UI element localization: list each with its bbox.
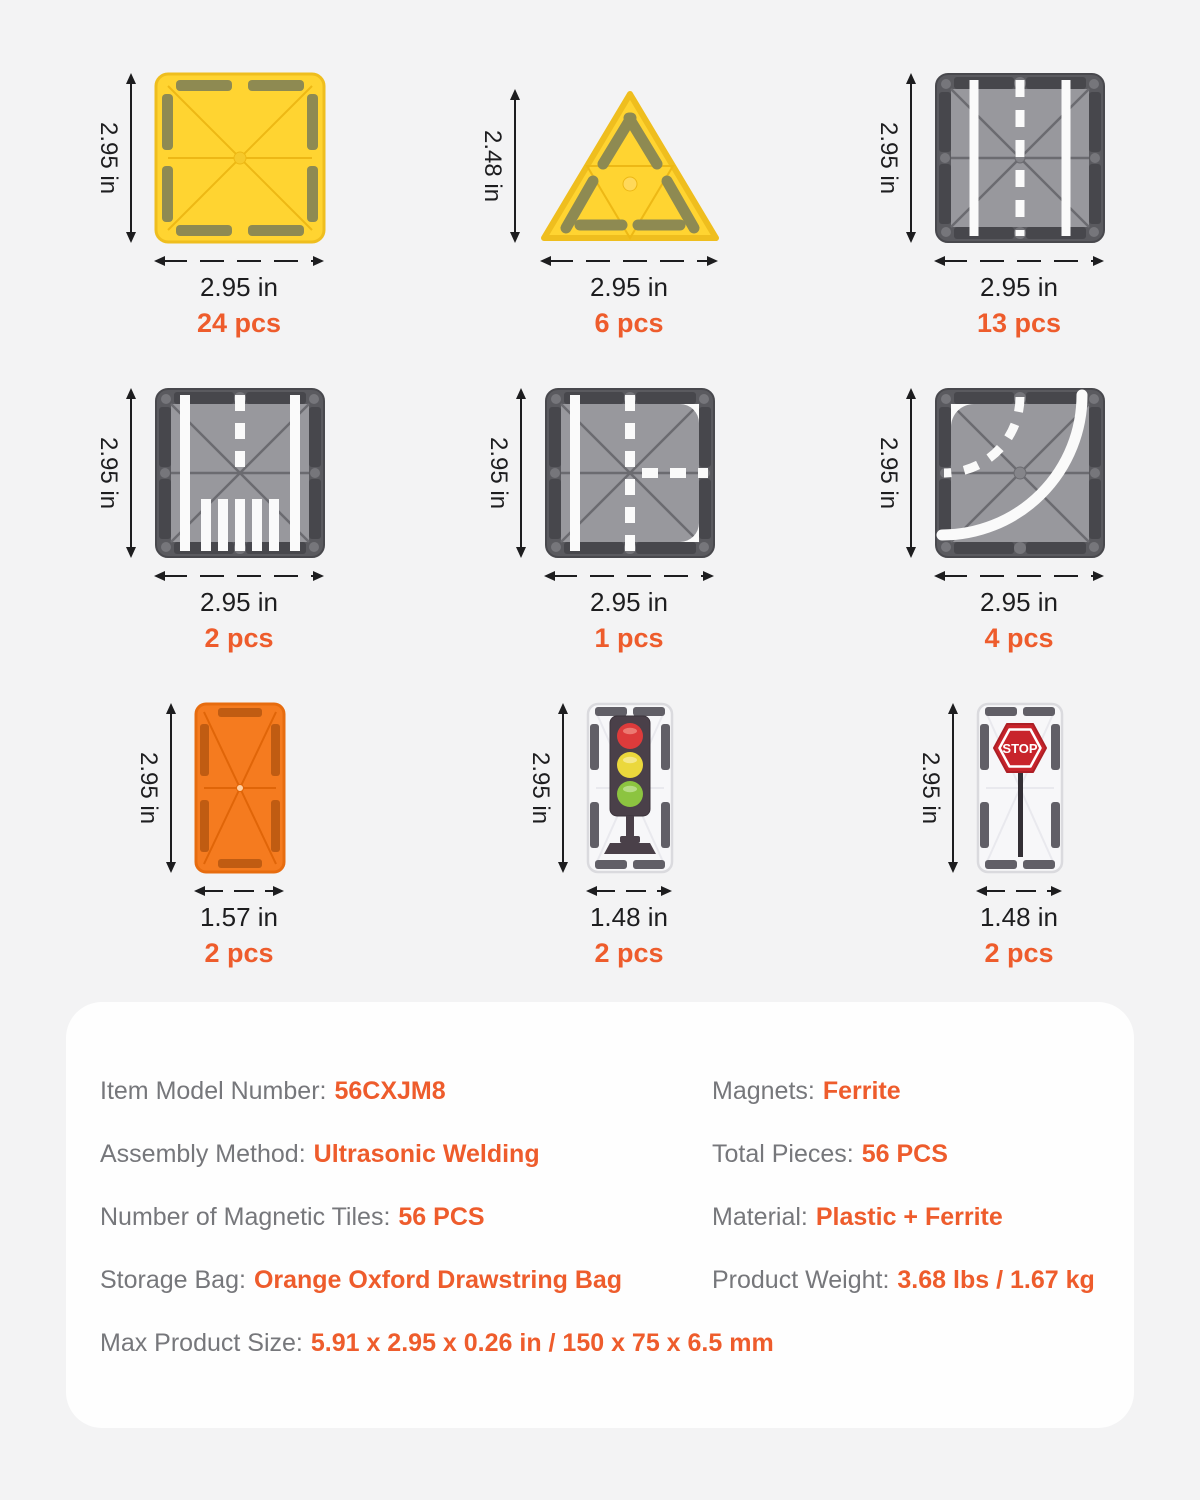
height-dimension-label: 2.95 in [95,436,122,510]
piece-cell-traffic-light: 2.95 in [405,702,795,1017]
stop-sign-tile-icon: STOP [976,702,1064,874]
height-dimension-label: 2.48 in [479,129,506,203]
specifications-panel: Item Model Number: 56CXJM8 Magnets: Ferr… [66,1002,1134,1428]
width-dimension-label: 1.57 in [199,902,279,932]
horizontal-dimension-arrow [586,886,672,896]
height-dimension-label: 2.95 in [875,436,902,510]
vertical-dimension-arrow [126,73,136,243]
road-curve-tile-icon [935,388,1105,558]
piece-cell-road-t-junction: 2.95 in [405,387,795,702]
piece-cell-orange-rectangle: 2.95 in [15,702,405,1017]
spec-product-weight: Product Weight: 3.68 lbs / 1.67 kg [712,1266,1095,1294]
piece-cell-stop-sign: 2.95 in [795,702,1185,1017]
specifications-grid: Item Model Number: 56CXJM8 Magnets: Ferr… [100,1060,1100,1375]
yellow-triangle-tile-icon [541,91,719,241]
stop-sign-text: STOP [1002,741,1037,756]
spec-number-of-magnetic-tiles: Number of Magnetic Tiles: 56 PCS [100,1203,485,1231]
piece-count-label: 2 pcs [984,938,1054,968]
horizontal-dimension-arrow [154,256,324,266]
road-crosswalk-tile-icon [155,388,325,558]
vertical-dimension-arrow [906,73,916,243]
horizontal-dimension-arrow [934,256,1104,266]
width-dimension-label: 2.95 in [589,272,669,302]
width-dimension-label: 2.95 in [199,587,279,617]
piece-count-label: 4 pcs [984,623,1054,653]
piece-cell-yellow-triangle: 2.48 in 2.95 [405,72,795,387]
road-straight-tile-icon [935,73,1105,243]
vertical-dimension-arrow [516,388,526,558]
piece-count-label: 2 pcs [204,938,274,968]
spec-material: Material: Plastic + Ferrite [712,1203,1003,1231]
piece-count-label: 13 pcs [976,308,1062,338]
piece-count-label: 2 pcs [204,623,274,653]
horizontal-dimension-arrow [934,571,1104,581]
horizontal-dimension-arrow [544,571,714,581]
piece-count-label: 24 pcs [196,308,282,338]
road-t-junction-tile-icon [545,388,715,558]
height-dimension-label: 2.95 in [485,436,512,510]
height-dimension-label: 2.95 in [527,751,554,825]
spec-magnets: Magnets: Ferrite [712,1077,901,1105]
width-dimension-label: 1.48 in [979,902,1059,932]
vertical-dimension-arrow [166,703,176,873]
horizontal-dimension-arrow [540,256,718,266]
vertical-dimension-arrow [510,89,520,243]
horizontal-dimension-arrow [154,571,324,581]
spec-item-model-number: Item Model Number: 56CXJM8 [100,1077,446,1105]
horizontal-dimension-arrow [976,886,1062,896]
height-dimension-label: 2.95 in [135,751,162,825]
spec-total-pieces: Total Pieces: 56 PCS [712,1140,948,1168]
yellow-square-tile-icon [154,72,326,244]
piece-cell-road-straight: 2.95 in [795,72,1185,387]
orange-rectangle-tile-icon [194,702,286,874]
piece-cell-road-curve: 2.95 in [795,387,1185,702]
piece-count-label: 1 pcs [594,623,664,653]
piece-cell-yellow-square: 2.95 in [15,72,405,387]
traffic-light-tile-icon [586,702,674,874]
width-dimension-label: 2.95 in [589,587,669,617]
product-pieces-grid: 2.95 in [15,72,1185,1017]
vertical-dimension-arrow [906,388,916,558]
width-dimension-label: 1.48 in [589,902,669,932]
height-dimension-label: 2.95 in [95,121,122,195]
width-dimension-label: 2.95 in [199,272,279,302]
height-dimension-label: 2.95 in [917,751,944,825]
width-dimension-label: 2.95 in [979,587,1059,617]
vertical-dimension-arrow [126,388,136,558]
spec-storage-bag: Storage Bag: Orange Oxford Drawstring Ba… [100,1266,623,1294]
piece-count-label: 2 pcs [594,938,664,968]
vertical-dimension-arrow [558,703,568,873]
spec-max-product-size: Max Product Size: 5.91 x 2.95 x 0.26 in … [100,1329,774,1357]
horizontal-dimension-arrow [194,886,284,896]
spec-assembly-method: Assembly Method: Ultrasonic Welding [100,1140,540,1168]
width-dimension-label: 2.95 in [979,272,1059,302]
piece-count-label: 6 pcs [594,308,664,338]
height-dimension-label: 2.95 in [875,121,902,195]
vertical-dimension-arrow [948,703,958,873]
piece-cell-road-crosswalk: 2.95 in [15,387,405,702]
